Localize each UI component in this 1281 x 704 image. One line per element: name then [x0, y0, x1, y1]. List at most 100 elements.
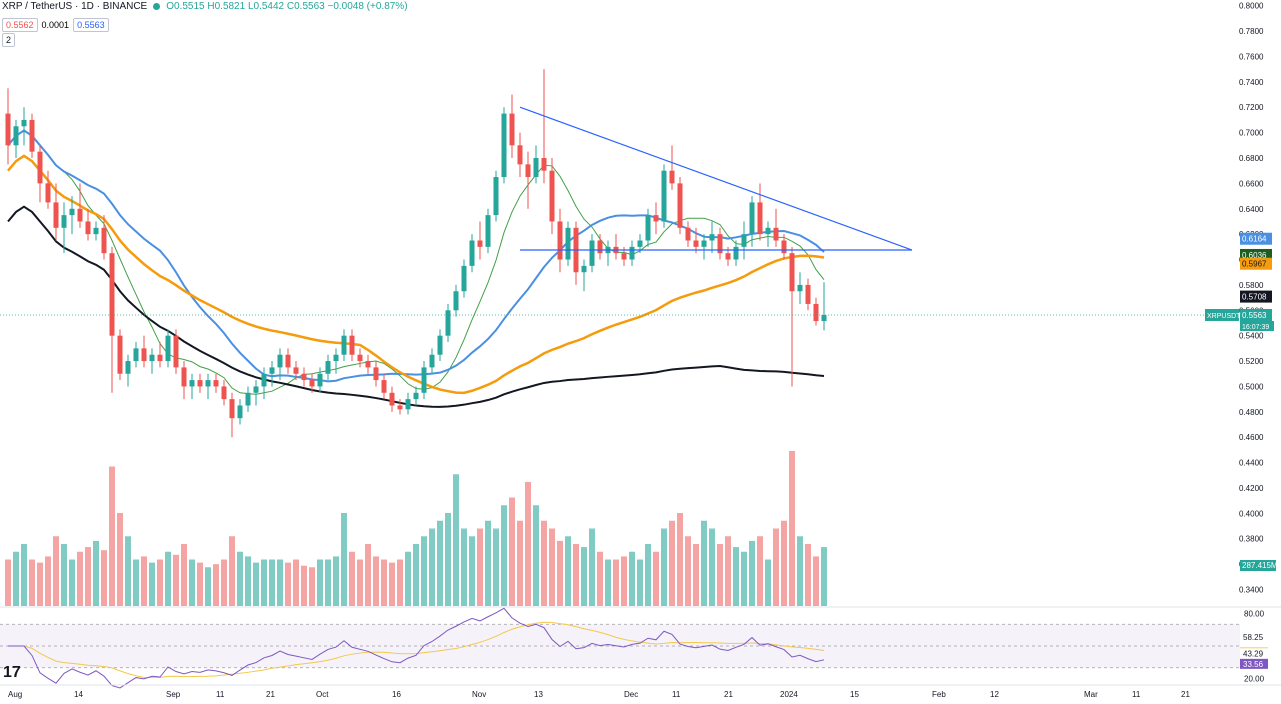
candle-body	[117, 335, 123, 374]
volume-bar	[525, 482, 531, 606]
sell-button[interactable]: 0.5562	[2, 18, 38, 32]
price-tick-label: 0.5000	[1239, 382, 1264, 391]
volume-bar	[197, 562, 203, 606]
volume-bar	[309, 567, 315, 606]
candle-body	[669, 170, 675, 184]
volume-bar	[365, 544, 371, 606]
volume-bar	[181, 544, 187, 606]
rsi-value-bg	[1240, 632, 1268, 643]
ma-blue-label: 0.6164	[1242, 235, 1267, 244]
candle-body	[701, 240, 707, 247]
volume-bar	[701, 520, 707, 606]
time-tick-label: 16	[392, 690, 401, 699]
volume-bar	[597, 551, 603, 606]
rsi-value-label: 33.56	[1243, 660, 1264, 669]
volume-bar	[661, 528, 667, 606]
ma-green-label: 0.6036	[1242, 251, 1267, 260]
volume-bar	[493, 528, 499, 606]
volume-bar	[725, 536, 731, 606]
candle-body	[29, 119, 35, 152]
tradingview-logo-icon: 17	[3, 664, 21, 681]
price-label-bg	[1240, 308, 1272, 321]
volume-bar	[149, 562, 155, 606]
price-tick-label: 0.4400	[1239, 459, 1264, 468]
indicator-count[interactable]: 2	[2, 33, 16, 47]
candle-body	[301, 373, 307, 381]
time-tick-label: Sep	[166, 690, 181, 699]
candle-body	[181, 367, 187, 387]
volume-bar	[37, 562, 43, 606]
ma-black-label-bg	[1240, 290, 1272, 303]
candle-body	[677, 183, 683, 228]
candle-body	[77, 208, 83, 222]
volume-bar	[637, 559, 643, 606]
candle-body	[765, 227, 771, 235]
buy-button[interactable]: 0.5563	[73, 18, 109, 32]
candle-body	[525, 164, 531, 178]
candle-body	[261, 373, 267, 387]
price-tick-label: 0.3800	[1239, 535, 1264, 544]
candle-body	[293, 367, 299, 374]
candle-body	[237, 405, 243, 419]
rsi-value-bg	[1240, 658, 1268, 669]
volume-label-bg	[1240, 560, 1276, 571]
price-tick-label: 0.6800	[1239, 154, 1264, 163]
candle-body	[813, 303, 819, 322]
candle-body	[557, 221, 563, 260]
volume-bar	[797, 536, 803, 606]
volume-bar	[437, 520, 443, 606]
candle-body	[173, 335, 179, 368]
volume-bar	[421, 536, 427, 606]
candle-body	[197, 380, 203, 387]
indicator-toggle[interactable]: 2	[2, 33, 16, 47]
candle-body	[205, 380, 211, 387]
volume-bar	[157, 559, 163, 606]
candle-body	[5, 113, 11, 146]
volume-bar	[677, 513, 683, 606]
volume-bar	[749, 540, 755, 606]
candle-body	[101, 227, 107, 254]
volume-bar	[445, 513, 451, 606]
candle-body	[453, 291, 459, 311]
time-tick-label: Nov	[472, 690, 486, 699]
volume-bar	[101, 550, 107, 606]
candle-body	[253, 386, 259, 393]
volume-bar	[29, 559, 35, 606]
volume-bar	[317, 559, 323, 606]
candle-body	[733, 246, 739, 260]
volume-bar	[541, 520, 547, 606]
trade-buttons: 0.5562 0.0001 0.5563	[2, 18, 109, 32]
candle-body	[757, 202, 763, 235]
volume-bar	[93, 540, 99, 606]
candle-body	[653, 215, 659, 222]
candle-body	[477, 240, 483, 247]
time-tick-label: 2024	[780, 690, 798, 699]
volume-bar	[485, 520, 491, 606]
price-tick-label: 0.7000	[1239, 129, 1264, 138]
volume-bar	[205, 567, 211, 606]
candle-body	[693, 240, 699, 247]
candle-body	[541, 158, 547, 171]
time-tick-label: 13	[534, 690, 543, 699]
candle-body	[781, 240, 787, 254]
candle-body	[285, 354, 291, 368]
price-tick-label: 0.6400	[1239, 205, 1264, 214]
time-tick-label: 21	[1181, 690, 1190, 699]
volume-bar	[277, 559, 283, 606]
volume-bar	[717, 544, 723, 606]
price-tick-label: 0.4200	[1239, 484, 1264, 493]
candle-body	[629, 246, 635, 260]
candle-body	[13, 126, 19, 146]
price-tick-label: 0.7800	[1239, 27, 1264, 36]
symbol-title[interactable]: XRP / TetherUS · 1D · BINANCE	[2, 1, 148, 12]
descending-trend-line	[519, 106, 913, 251]
volume-bar	[741, 551, 747, 606]
candle-body	[709, 234, 715, 241]
price-label: 0.5563	[1242, 311, 1267, 320]
price-tick-label: 0.7400	[1239, 78, 1264, 87]
volume-bar	[805, 544, 811, 606]
price-tick-label: 0.7600	[1239, 52, 1264, 61]
volume-label: 287.415M	[1242, 561, 1278, 570]
volume-bar	[349, 551, 355, 606]
